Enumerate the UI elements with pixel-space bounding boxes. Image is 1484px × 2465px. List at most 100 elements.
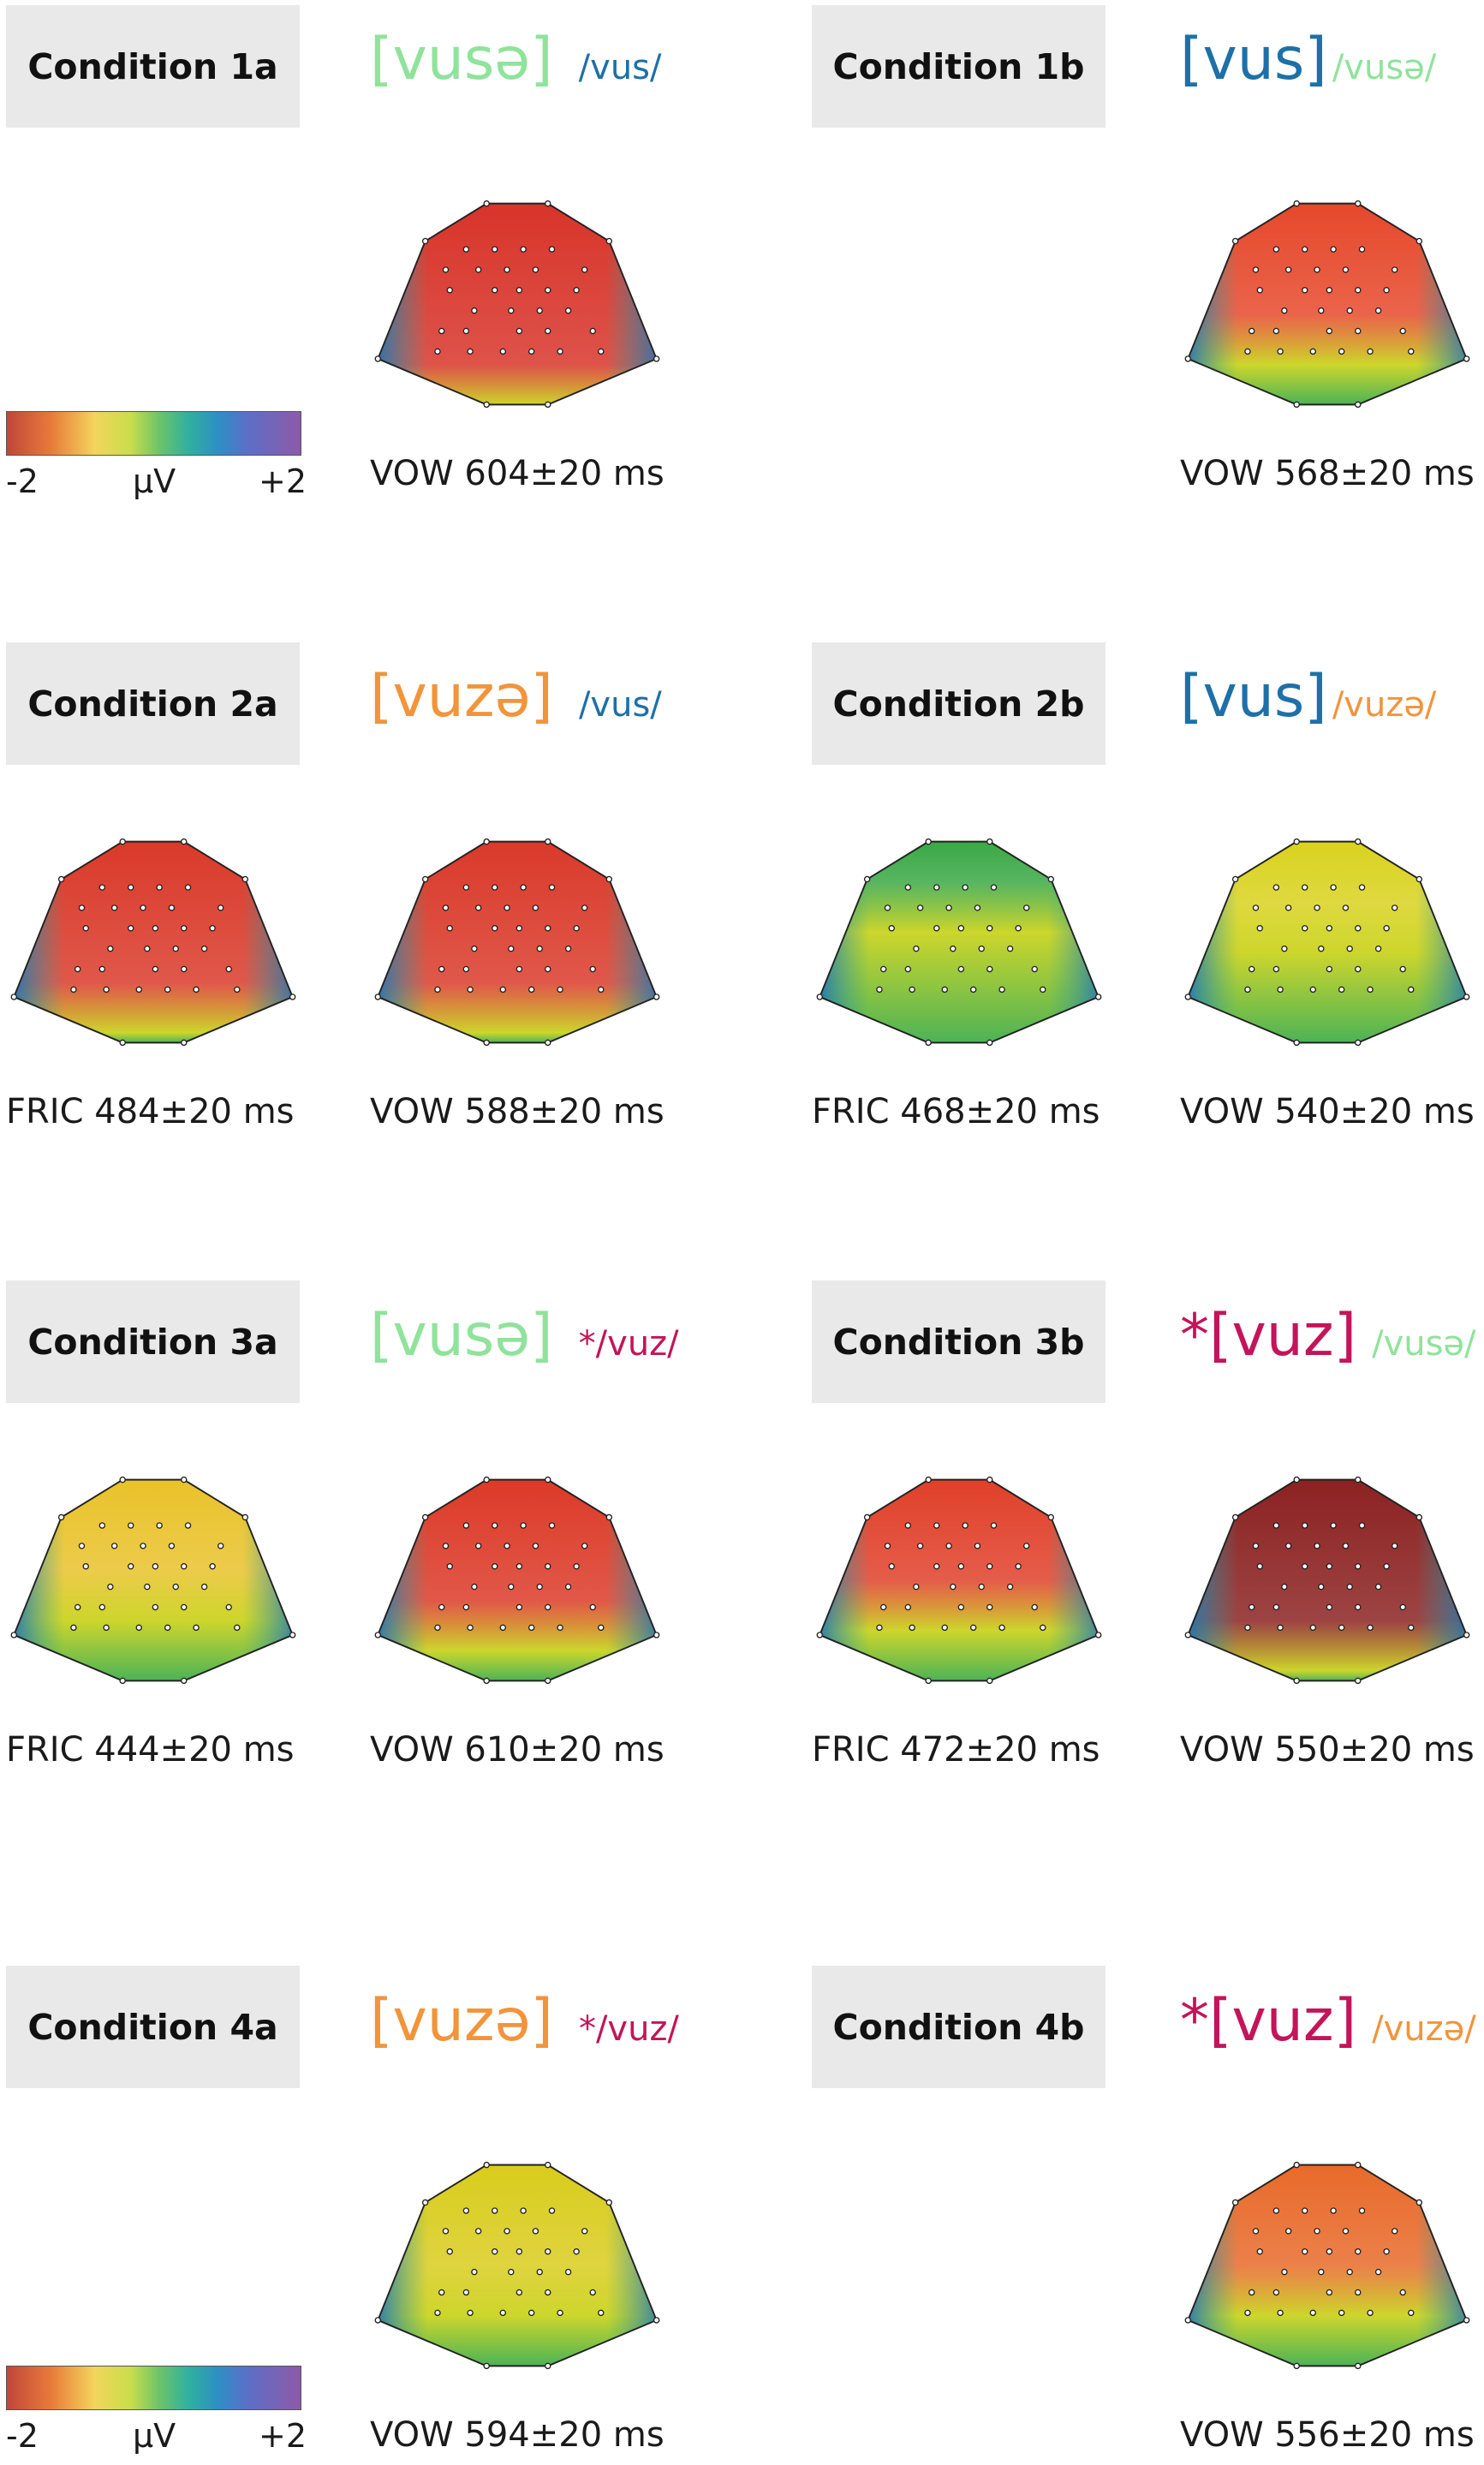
electrode-dot — [374, 355, 382, 362]
electrode-dot — [421, 2199, 429, 2206]
electrode-dot — [884, 1543, 891, 1549]
electrode-dot — [1309, 348, 1317, 355]
electrode-dot — [1463, 994, 1470, 1000]
electrode-dot — [1231, 237, 1239, 245]
electrode-dot — [1326, 2289, 1333, 2296]
electrode-dot — [516, 925, 523, 932]
electrode-dot — [508, 945, 515, 952]
electrode-dot — [1184, 2317, 1192, 2324]
electrode-dot — [653, 355, 660, 362]
electrode-dot — [1391, 1543, 1398, 1549]
electrode-dot — [1256, 2248, 1263, 2255]
electrode-dot — [1281, 307, 1288, 314]
electrode-dot — [1355, 2248, 1362, 2255]
electrode-dot — [1293, 1677, 1300, 1685]
electrode-dot — [950, 1583, 957, 1591]
electrode-dot — [289, 1632, 296, 1638]
electrode-dot — [172, 945, 179, 952]
electrode-dot — [969, 986, 977, 994]
electrode-dot — [573, 925, 580, 932]
electrode-dot — [483, 1476, 490, 1483]
surface-form: *[vuz] — [1180, 1987, 1357, 2055]
electrode-dot — [1272, 1603, 1280, 1611]
electrode-dot — [986, 925, 993, 932]
electrode-dot — [1367, 348, 1374, 355]
caption-3a-fric: FRIC 444±20 ms — [6, 1730, 295, 1770]
underlying-form: /vus/ — [578, 685, 662, 725]
scalp-edge-shading — [378, 2164, 657, 2367]
electrode-dot — [941, 1624, 949, 1632]
electrode-dot — [605, 875, 613, 883]
condition-1b-label: Condition 1b — [812, 5, 1106, 128]
electrode-dot — [1006, 945, 1014, 952]
electrode-dot — [1326, 1603, 1333, 1611]
electrode-dot — [986, 965, 993, 973]
electrode-dot — [474, 266, 482, 273]
scalp-edge-shading — [378, 1479, 657, 1681]
color-scale-bar — [6, 411, 301, 456]
electrode-dot — [462, 1603, 470, 1611]
condition-4b-label: Condition 4b — [812, 1966, 1106, 2088]
electrode-dot — [492, 2248, 498, 2255]
caption-1a-vow: VOW 604±20 ms — [370, 454, 665, 493]
electrode-dot — [446, 1563, 453, 1570]
electrode-dot — [1252, 266, 1260, 273]
electrode-dot — [545, 838, 551, 845]
electrode-dot — [1022, 1543, 1030, 1549]
scalp-edge-shading — [378, 203, 657, 405]
electrode-dot — [483, 401, 490, 409]
electrode-dot — [1355, 2161, 1362, 2169]
electrode-dot — [57, 1513, 65, 1521]
electrode-dot — [933, 1563, 940, 1570]
electrode-dot — [904, 884, 912, 891]
electrode-dot — [1277, 986, 1284, 994]
electrode-dot — [998, 986, 1005, 994]
electrode-dot — [863, 875, 871, 883]
electrode-dot — [1015, 925, 1022, 932]
electrode-dot — [888, 925, 895, 932]
electrode-dot — [527, 2309, 535, 2317]
electrode-dot — [1355, 327, 1362, 335]
electrode-dot — [653, 2317, 660, 2324]
electrode-dot — [545, 1603, 551, 1611]
electrode-dot — [152, 925, 159, 932]
electrode-dot — [1383, 925, 1390, 932]
electrode-dot — [438, 327, 445, 335]
electrode-dot — [1094, 1632, 1102, 1638]
stimulus-2a: [vuzə] /vus/ — [370, 663, 662, 731]
electrode-dot — [1318, 945, 1325, 952]
electrode-dot — [978, 1583, 985, 1591]
caption-4b-vow: VOW 556±20 ms — [1180, 2415, 1475, 2455]
electrode-dot — [172, 1583, 179, 1591]
electrode-dot — [119, 838, 126, 845]
electrode-dot — [241, 875, 249, 883]
electrode-dot — [1355, 401, 1362, 409]
scale-min-label: -2 — [6, 2417, 39, 2455]
electrode-dot — [1252, 2228, 1260, 2235]
electrode-dot — [1293, 200, 1300, 207]
electrode-dot — [564, 307, 572, 314]
electrode-dot — [888, 1563, 895, 1570]
electrode-dot — [1293, 1039, 1300, 1047]
electrode-dot — [1355, 1677, 1362, 1685]
electrode-dot — [1293, 2161, 1300, 2169]
electrode-dot — [499, 1624, 507, 1632]
electrode-dot — [492, 1522, 498, 1529]
electrode-dot — [164, 986, 171, 994]
electrode-dot — [1330, 884, 1337, 891]
electrode-dot — [421, 875, 429, 883]
electrode-dot — [1326, 925, 1333, 932]
underlying-form: /vusə/ — [1372, 1324, 1476, 1364]
scalp-edge-shading — [1188, 2164, 1467, 2367]
surface-form: *[vuz] — [1180, 1302, 1357, 1370]
electrode-dot — [1277, 2309, 1284, 2317]
caption-3a-vow: VOW 610±20 ms — [370, 1730, 665, 1770]
electrode-dot — [1399, 327, 1406, 335]
electrode-dot — [925, 838, 932, 845]
electrode-dot — [492, 925, 498, 932]
surface-form: [vuzə] — [370, 1987, 553, 2055]
electrode-dot — [998, 1624, 1005, 1632]
electrode-dot — [557, 986, 563, 994]
stimulus-1a: [vusə] /vus/ — [370, 26, 662, 93]
electrode-dot — [598, 348, 605, 355]
